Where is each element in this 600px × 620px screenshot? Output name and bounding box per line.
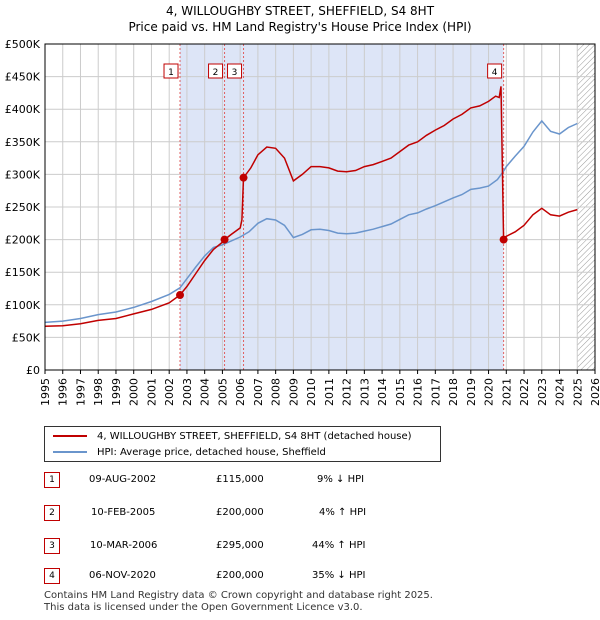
x-tick-label: 1997 [74, 378, 87, 406]
x-tick-label: 2008 [270, 378, 283, 406]
x-tick-label: 2015 [394, 378, 407, 406]
footer-licence: This data is licensed under the Open Gov… [44, 602, 363, 613]
sale-number-badge: 3 [44, 538, 60, 554]
x-tick-label: 2019 [465, 378, 478, 406]
y-tick-label: £150K [5, 266, 41, 279]
property-price-line [44, 86, 578, 328]
sale-price: £115,000 [216, 474, 264, 485]
sale-row: 1 09-AUG-2002 £115,000 9% ↓ HPI [44, 472, 584, 490]
x-tick-label: 2000 [128, 378, 141, 406]
price-chart: £0 £50K £100K £150K £200K £250K £300K £350K £400… [5, 38, 600, 406]
legend-label-hpi: HPI: Average price, detached house, Shef… [97, 446, 326, 458]
x-tick-label: 2004 [199, 378, 212, 406]
footer-copyright: Contains HM Land Registry data © Crown c… [44, 590, 433, 601]
x-tick-label: 2023 [536, 378, 549, 406]
y-tick-label: £300K [5, 168, 41, 181]
sale-row: 3 10-MAR-2006 £295,000 44% ↑ HPI [44, 538, 584, 556]
sale-point [239, 173, 248, 182]
chart-title-line1: 4, WILLOUGHBY STREET, SHEFFIELD, S4 8HT [165, 4, 435, 18]
sale-number-badge: 4 [44, 568, 60, 584]
sale-marker-box [163, 63, 179, 79]
sale-price: £200,000 [216, 507, 264, 518]
x-tick-label: 2013 [358, 378, 371, 406]
x-tick-label: 1995 [39, 378, 52, 406]
sale-hpi-diff: 4% ↑ HPI [319, 507, 367, 518]
x-tick-label: 2003 [181, 378, 194, 406]
sale-number-badge: 1 [44, 472, 60, 488]
y-tick-label: £200K [5, 234, 41, 247]
x-tick-label: 2007 [252, 378, 265, 406]
x-tick-label: 2021 [500, 378, 513, 406]
sale-date: 06-NOV-2020 [89, 570, 156, 581]
sale-marker-label: 1 [168, 68, 174, 78]
sale-price: £295,000 [216, 540, 264, 551]
x-tick-label: 2002 [163, 378, 176, 406]
x-tick-label: 2005 [216, 378, 229, 406]
x-tick-label: 2018 [447, 378, 460, 406]
x-tick-label: 2022 [518, 378, 531, 406]
sale-marker-box [487, 63, 503, 79]
x-tick-label: 2014 [376, 378, 389, 406]
sale-date: 09-AUG-2002 [89, 474, 157, 485]
sale-point [220, 235, 229, 244]
x-tick-label: 2009 [287, 378, 300, 406]
x-tick-label: 1999 [110, 378, 123, 406]
x-tick-label: 1996 [57, 378, 70, 406]
sale-point [176, 291, 185, 300]
x-tick-label: 2020 [483, 378, 496, 406]
y-tick-label: £250K [5, 201, 41, 214]
y-tick-label: £350K [5, 136, 41, 149]
x-tick-label: 2017 [429, 378, 442, 406]
legend: 4, WILLOUGHBY STREET, SHEFFIELD, S4 8HT … [44, 426, 441, 462]
y-tick-label: £500K [5, 38, 41, 51]
hpi-line [44, 119, 578, 324]
plot-frame [44, 43, 596, 371]
y-tick-label: £400K [5, 103, 41, 116]
sale-marker-label: 4 [492, 68, 498, 78]
x-tick-label: 2010 [305, 378, 318, 406]
sale-number-badge: 2 [44, 505, 60, 521]
x-tick-label: 2012 [341, 378, 354, 406]
x-tick-label: 2011 [323, 378, 336, 406]
sale-hpi-diff: 44% ↑ HPI [312, 540, 366, 551]
sale-marker-box [227, 63, 243, 79]
sale-marker-label: 3 [232, 68, 238, 78]
sale-row: 2 10-FEB-2005 £200,000 4% ↑ HPI [44, 505, 584, 523]
x-tick-label: 2016 [412, 378, 425, 406]
x-tick-label: 1998 [92, 378, 105, 406]
x-tick-label: 2024 [554, 378, 567, 406]
legend-entry-property: 4, WILLOUGHBY STREET, SHEFFIELD, S4 8HT … [53, 429, 412, 443]
sale-hpi-diff: 35% ↓ HPI [312, 570, 366, 581]
chart-title-line2: Price paid vs. HM Land Registry's House … [128, 20, 472, 34]
sale-date: 10-FEB-2005 [91, 507, 156, 518]
y-tick-label: £100K [5, 299, 41, 312]
sale-marker-box [208, 63, 224, 79]
sale-row: 4 06-NOV-2020 £200,000 35% ↓ HPI [44, 568, 584, 586]
sale-hpi-diff: 9% ↓ HPI [317, 474, 365, 485]
legend-swatch-hpi [53, 451, 87, 453]
y-tick-label: £0 [26, 364, 40, 377]
legend-entry-hpi: HPI: Average price, detached house, Shef… [53, 445, 326, 459]
sale-price: £200,000 [216, 570, 264, 581]
sale-date: 10-MAR-2006 [90, 540, 158, 551]
legend-swatch-property [53, 435, 87, 437]
x-tick-label: 2006 [234, 378, 247, 406]
legend-label-property: 4, WILLOUGHBY STREET, SHEFFIELD, S4 8HT … [97, 430, 412, 442]
footer: Contains HM Land Registry data © Crown c… [44, 590, 433, 614]
x-tick-label: 2025 [571, 378, 584, 406]
y-tick-label: £50K [12, 331, 41, 344]
x-tick-label: 2026 [589, 378, 600, 406]
x-tick-label: 2001 [145, 378, 158, 406]
y-tick-label: £450K [5, 71, 41, 84]
sale-marker-label: 2 [213, 68, 219, 78]
sale-point [499, 235, 508, 244]
